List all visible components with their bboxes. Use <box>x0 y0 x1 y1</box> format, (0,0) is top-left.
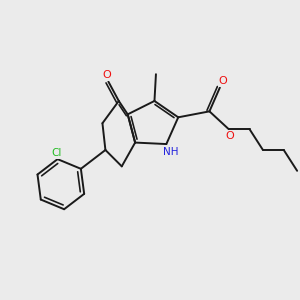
Text: O: O <box>226 131 235 141</box>
Text: O: O <box>103 70 111 80</box>
Text: Cl: Cl <box>52 148 62 158</box>
Text: NH: NH <box>163 147 178 158</box>
Text: O: O <box>218 76 227 86</box>
